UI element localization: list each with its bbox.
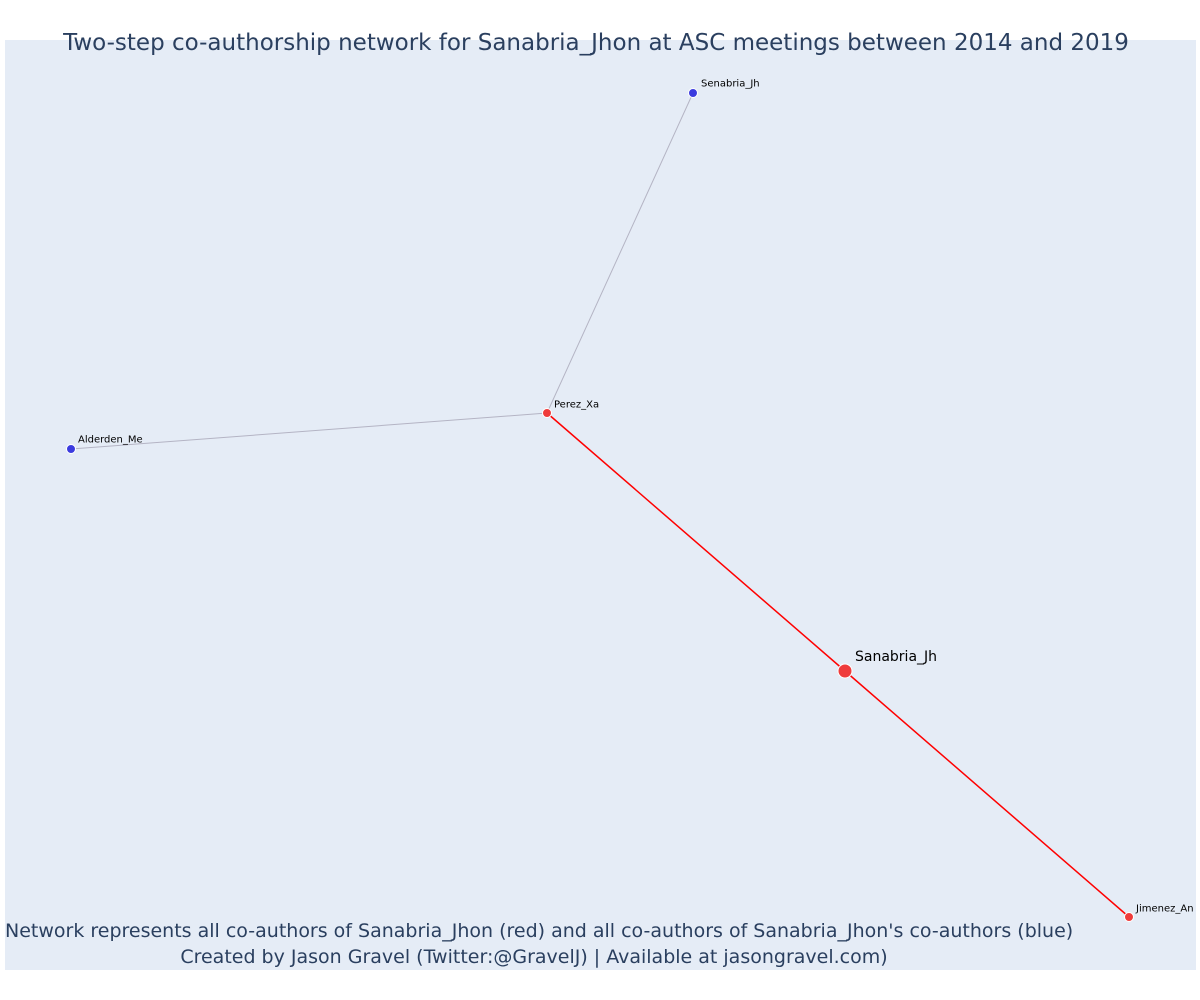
edge-sanabria_jh-perez_xa [546, 412, 846, 672]
node-label-perez_xa: Perez_Xa [554, 400, 599, 411]
node-sanabria_jh[interactable] [837, 663, 853, 679]
edge-sanabria_jh-jimenez_an [844, 670, 1130, 918]
chart-title: Two-step co-authorship network for Sanab… [63, 30, 1129, 56]
edge-perez_xa-alderden_me [70, 412, 548, 450]
node-jimenez_an[interactable] [1124, 912, 1134, 922]
node-label-senabria_jh: Senabria_Jh [701, 79, 760, 90]
edges-layer [70, 92, 1130, 918]
node-label-jimenez_an: Jimenez_An [1135, 904, 1194, 915]
nodes-layer: Senabria_Jh Perez_Xa Alderden_Me Sanabria_J… [66, 79, 1194, 922]
caption: Network represents all co-authors of San… [5, 918, 1074, 970]
plot-area [5, 40, 1196, 970]
edge-perez_xa-senabria_jh [546, 92, 694, 414]
node-label-sanabria_jh: Sanabria_Jh [855, 649, 937, 665]
node-perez_xa[interactable] [542, 408, 552, 418]
node-alderden_me[interactable] [66, 444, 76, 454]
node-senabria_jh[interactable] [688, 88, 698, 98]
caption-line-1: Network represents all co-authors of San… [5, 920, 1074, 942]
node-label-alderden_me: Alderden_Me [78, 435, 143, 446]
caption-line-2: Created by Jason Gravel (Twitter:@Gravel… [180, 946, 888, 968]
